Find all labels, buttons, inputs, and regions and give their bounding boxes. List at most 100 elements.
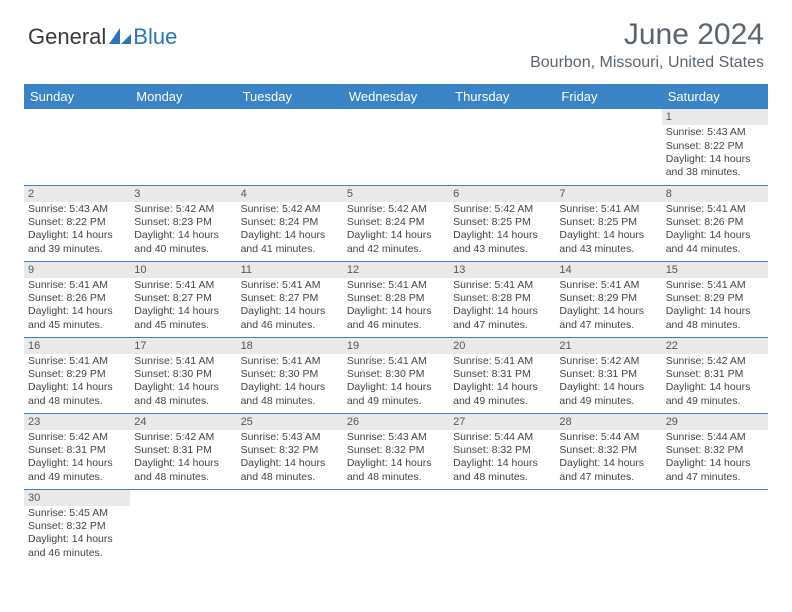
daylight-line: Daylight: 14 hours and 48 minutes. (134, 457, 232, 484)
sunrise-line: Sunrise: 5:42 AM (559, 355, 657, 368)
day-number: 10 (130, 262, 236, 278)
calendar-cell: 7Sunrise: 5:41 AMSunset: 8:25 PMDaylight… (555, 185, 661, 261)
calendar-cell: 12Sunrise: 5:41 AMSunset: 8:28 PMDayligh… (343, 261, 449, 337)
calendar-cell-empty (237, 109, 343, 185)
calendar-cell: 28Sunrise: 5:44 AMSunset: 8:32 PMDayligh… (555, 413, 661, 489)
calendar-cell: 20Sunrise: 5:41 AMSunset: 8:31 PMDayligh… (449, 337, 555, 413)
weekday-header: Friday (555, 84, 661, 109)
sunrise-line: Sunrise: 5:44 AM (666, 431, 764, 444)
sunset-line: Sunset: 8:29 PM (28, 368, 126, 381)
sunset-line: Sunset: 8:31 PM (559, 368, 657, 381)
day-number: 23 (24, 414, 130, 430)
day-number: 24 (130, 414, 236, 430)
day-number: 18 (237, 338, 343, 354)
sunset-line: Sunset: 8:30 PM (347, 368, 445, 381)
sunrise-line: Sunrise: 5:42 AM (28, 431, 126, 444)
sunset-line: Sunset: 8:28 PM (347, 292, 445, 305)
daylight-line: Daylight: 14 hours and 49 minutes. (347, 381, 445, 408)
sunrise-line: Sunrise: 5:41 AM (347, 355, 445, 368)
sunrise-line: Sunrise: 5:41 AM (453, 355, 551, 368)
daylight-line: Daylight: 14 hours and 45 minutes. (28, 305, 126, 332)
sunset-line: Sunset: 8:28 PM (453, 292, 551, 305)
daylight-line: Daylight: 14 hours and 46 minutes. (28, 533, 126, 560)
calendar-row: 2Sunrise: 5:43 AMSunset: 8:22 PMDaylight… (24, 185, 768, 261)
sunset-line: Sunset: 8:29 PM (666, 292, 764, 305)
sunset-line: Sunset: 8:27 PM (134, 292, 232, 305)
calendar-cell: 14Sunrise: 5:41 AMSunset: 8:29 PMDayligh… (555, 261, 661, 337)
calendar-cell: 2Sunrise: 5:43 AMSunset: 8:22 PMDaylight… (24, 185, 130, 261)
sunrise-line: Sunrise: 5:43 AM (28, 203, 126, 216)
calendar-cell: 15Sunrise: 5:41 AMSunset: 8:29 PMDayligh… (662, 261, 768, 337)
title-block: June 2024 Bourbon, Missouri, United Stat… (530, 18, 764, 72)
sunset-line: Sunset: 8:27 PM (241, 292, 339, 305)
sunrise-line: Sunrise: 5:41 AM (241, 355, 339, 368)
daylight-line: Daylight: 14 hours and 47 minutes. (666, 457, 764, 484)
weekday-header: Monday (130, 84, 236, 109)
sunset-line: Sunset: 8:22 PM (666, 140, 764, 153)
sunset-line: Sunset: 8:26 PM (666, 216, 764, 229)
sunrise-line: Sunrise: 5:41 AM (28, 279, 126, 292)
header: General Blue June 2024 Bourbon, Missouri… (0, 0, 792, 78)
day-number: 17 (130, 338, 236, 354)
sunset-line: Sunset: 8:30 PM (241, 368, 339, 381)
sunset-line: Sunset: 8:31 PM (666, 368, 764, 381)
daylight-line: Daylight: 14 hours and 45 minutes. (134, 305, 232, 332)
calendar-cell-empty (449, 109, 555, 185)
calendar-row: 23Sunrise: 5:42 AMSunset: 8:31 PMDayligh… (24, 413, 768, 489)
calendar-cell: 13Sunrise: 5:41 AMSunset: 8:28 PMDayligh… (449, 261, 555, 337)
location-subtitle: Bourbon, Missouri, United States (530, 54, 764, 72)
month-title: June 2024 (530, 18, 764, 52)
calendar-cell: 18Sunrise: 5:41 AMSunset: 8:30 PMDayligh… (237, 337, 343, 413)
sunset-line: Sunset: 8:24 PM (347, 216, 445, 229)
calendar-cell: 6Sunrise: 5:42 AMSunset: 8:25 PMDaylight… (449, 185, 555, 261)
day-number: 1 (662, 109, 768, 125)
day-number: 16 (24, 338, 130, 354)
day-number: 27 (449, 414, 555, 430)
day-number: 4 (237, 186, 343, 202)
calendar-cell: 27Sunrise: 5:44 AMSunset: 8:32 PMDayligh… (449, 413, 555, 489)
daylight-line: Daylight: 14 hours and 43 minutes. (453, 229, 551, 256)
calendar-cell: 19Sunrise: 5:41 AMSunset: 8:30 PMDayligh… (343, 337, 449, 413)
day-number: 12 (343, 262, 449, 278)
day-number: 9 (24, 262, 130, 278)
logo-text-b: Blue (133, 24, 177, 50)
calendar-cell: 9Sunrise: 5:41 AMSunset: 8:26 PMDaylight… (24, 261, 130, 337)
calendar-cell: 24Sunrise: 5:42 AMSunset: 8:31 PMDayligh… (130, 413, 236, 489)
daylight-line: Daylight: 14 hours and 48 minutes. (241, 381, 339, 408)
sunrise-line: Sunrise: 5:41 AM (134, 279, 232, 292)
sunset-line: Sunset: 8:24 PM (241, 216, 339, 229)
sunrise-line: Sunrise: 5:42 AM (134, 431, 232, 444)
sunset-line: Sunset: 8:26 PM (28, 292, 126, 305)
calendar-cell: 16Sunrise: 5:41 AMSunset: 8:29 PMDayligh… (24, 337, 130, 413)
sunrise-line: Sunrise: 5:43 AM (241, 431, 339, 444)
calendar-cell: 5Sunrise: 5:42 AMSunset: 8:24 PMDaylight… (343, 185, 449, 261)
weekday-header: Sunday (24, 84, 130, 109)
daylight-line: Daylight: 14 hours and 47 minutes. (453, 305, 551, 332)
day-number: 5 (343, 186, 449, 202)
daylight-line: Daylight: 14 hours and 49 minutes. (28, 457, 126, 484)
sunrise-line: Sunrise: 5:41 AM (347, 279, 445, 292)
sunset-line: Sunset: 8:31 PM (453, 368, 551, 381)
calendar-cell: 10Sunrise: 5:41 AMSunset: 8:27 PMDayligh… (130, 261, 236, 337)
sail-icon (109, 28, 131, 44)
weekday-header: Saturday (662, 84, 768, 109)
calendar-header-row: SundayMondayTuesdayWednesdayThursdayFrid… (24, 84, 768, 109)
daylight-line: Daylight: 14 hours and 41 minutes. (241, 229, 339, 256)
calendar-cell: 21Sunrise: 5:42 AMSunset: 8:31 PMDayligh… (555, 337, 661, 413)
daylight-line: Daylight: 14 hours and 49 minutes. (666, 381, 764, 408)
sunset-line: Sunset: 8:32 PM (453, 444, 551, 457)
weekday-header: Tuesday (237, 84, 343, 109)
day-number: 2 (24, 186, 130, 202)
calendar-cell-empty (24, 109, 130, 185)
day-number: 7 (555, 186, 661, 202)
daylight-line: Daylight: 14 hours and 48 minutes. (134, 381, 232, 408)
sunrise-line: Sunrise: 5:41 AM (241, 279, 339, 292)
sunset-line: Sunset: 8:25 PM (453, 216, 551, 229)
calendar-cell-empty (130, 489, 236, 565)
calendar-cell-empty (343, 489, 449, 565)
day-number: 6 (449, 186, 555, 202)
sunrise-line: Sunrise: 5:41 AM (559, 203, 657, 216)
daylight-line: Daylight: 14 hours and 44 minutes. (666, 229, 764, 256)
daylight-line: Daylight: 14 hours and 46 minutes. (347, 305, 445, 332)
weekday-header: Thursday (449, 84, 555, 109)
